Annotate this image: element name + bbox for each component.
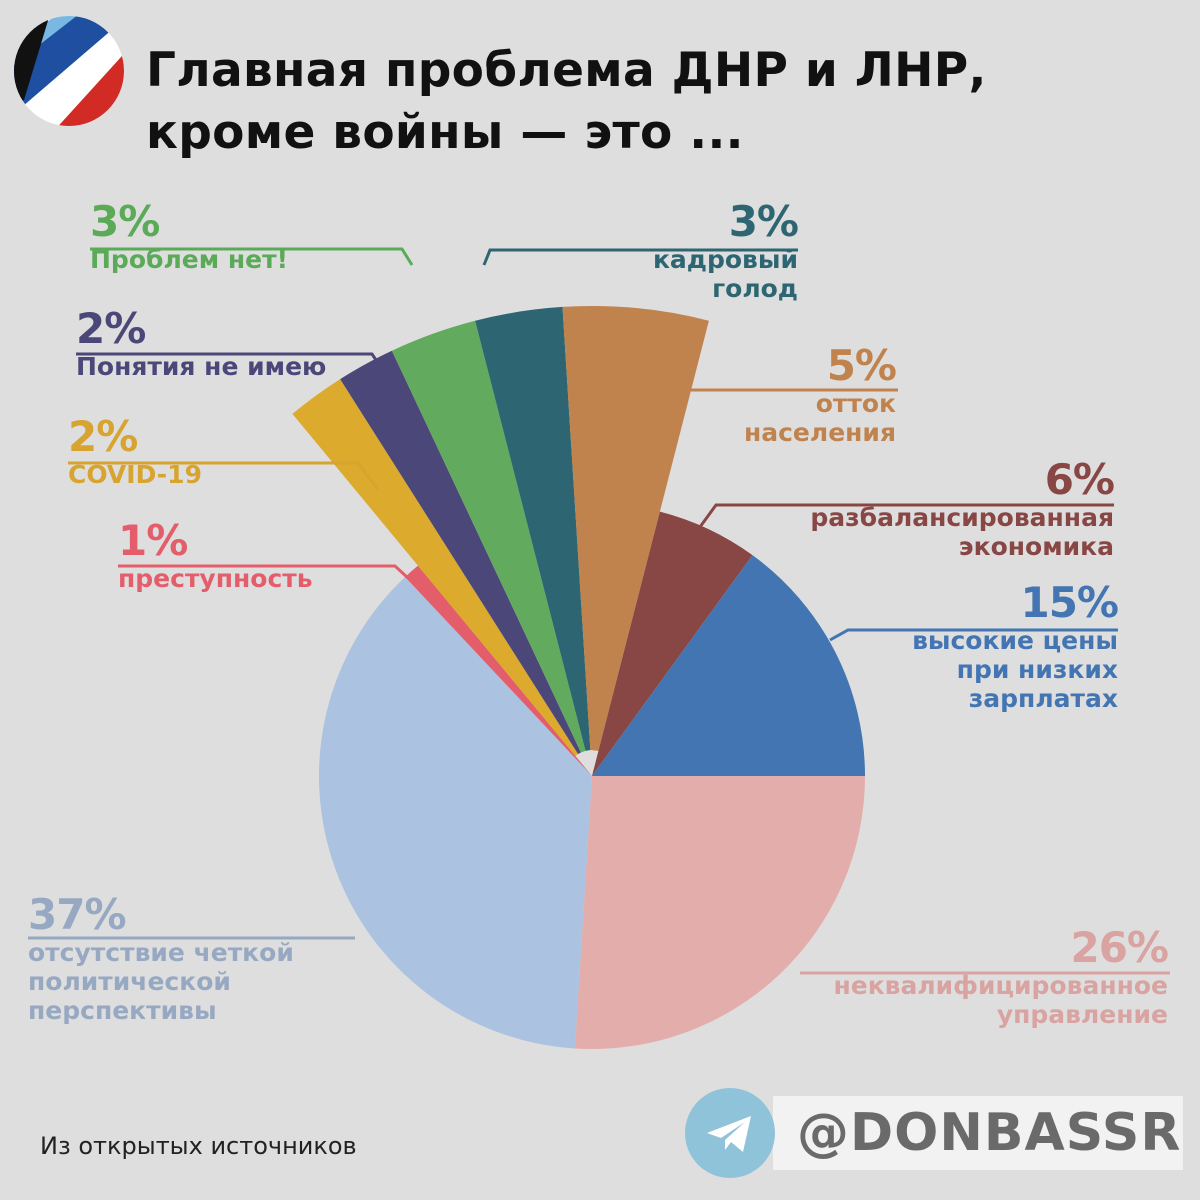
pie-slice-high-prices-low-wages (592, 555, 865, 776)
slice-label: Проблем нет! (90, 245, 288, 274)
label-high-prices-low-wages: 15% высокие цены при низких зарплатах (912, 578, 1119, 714)
label-crime: 1% преступность (118, 516, 313, 594)
pie-slice-unbalanced-economy (592, 511, 753, 776)
telegram-badge[interactable]: @DONBASSR (685, 1088, 1185, 1178)
slice-percent: 5% (826, 341, 897, 390)
title-line-1: Главная проблема ДНР и ЛНР, (146, 43, 987, 98)
slice-percent: 6% (1044, 455, 1115, 504)
slice-label: Понятия не имею (76, 352, 327, 381)
pie-slice-population-outflow (562, 305, 709, 751)
flag-logo-icon (14, 16, 124, 126)
pie-slice-unqualified-management (574, 776, 865, 1049)
pie-slice-no-problems (391, 320, 586, 753)
slice-label: высокие цены при низких зарплатах (912, 626, 1118, 713)
pie-slice-no-political-perspective (319, 576, 592, 1049)
page-title: Главная проблема ДНР и ЛНР, кроме войны … (146, 40, 987, 164)
leader-line-covid (68, 461, 380, 491)
slice-percent: 3% (728, 197, 799, 246)
slice-percent: 2% (68, 412, 138, 461)
telegram-circle (685, 1088, 775, 1178)
label-no-political-perspective: 37% отсутствие четкой политической персп… (28, 890, 294, 1026)
pie-slice-crime (405, 565, 592, 776)
slice-label: COVID-19 (68, 460, 202, 489)
slice-label: отсутствие четкой политической перспекти… (28, 938, 294, 1025)
leader-line-high-prices-low-wages (829, 628, 1118, 642)
slice-percent: 1% (118, 516, 188, 565)
slice-label: разбалансированная экономика (810, 503, 1114, 561)
label-no-idea: 2% Понятия не имею (76, 304, 327, 382)
slice-percent: 3% (90, 197, 160, 246)
leader-line-staff-shortage (482, 248, 798, 266)
label-population-outflow: 5% отток населения (743, 341, 897, 448)
slice-percent: 26% (1070, 923, 1169, 972)
slice-percent: 37% (28, 890, 127, 939)
label-unbalanced-economy: 6% разбалансированная экономика (810, 455, 1115, 562)
slice-label: отток населения (743, 389, 896, 447)
slice-percent: 15% (1020, 578, 1119, 627)
leader-line-unbalanced-economy (698, 503, 1114, 528)
channel-handle[interactable]: @DONBASSR (797, 1103, 1182, 1163)
leader-line-no-idea (76, 352, 386, 373)
slice-percent: 2% (76, 304, 146, 353)
label-no-problems: 3% Проблем нет! (90, 197, 288, 275)
label-covid: 2% COVID-19 (68, 412, 202, 490)
source-note: Из открытых источников (40, 1132, 357, 1160)
label-staff-shortage: 3% кадровый голод (652, 197, 799, 304)
label-unqualified-management: 26% неквалифицированное управление (833, 923, 1169, 1030)
slice-label: неквалифицированное управление (833, 971, 1168, 1029)
telegram-plane-icon (707, 1116, 751, 1152)
pie-slice-staff-shortage (475, 306, 591, 751)
slice-label: преступность (118, 564, 313, 593)
pie-slice-no-idea (340, 350, 581, 755)
handle-band (773, 1096, 1183, 1170)
leader-line-population-outflow (602, 388, 898, 409)
slice-label: кадровый голод (652, 245, 798, 303)
title-line-2: кроме войны — это ... (146, 105, 744, 160)
leader-line-crime (118, 564, 410, 580)
leader-line-no-problems (90, 247, 414, 266)
